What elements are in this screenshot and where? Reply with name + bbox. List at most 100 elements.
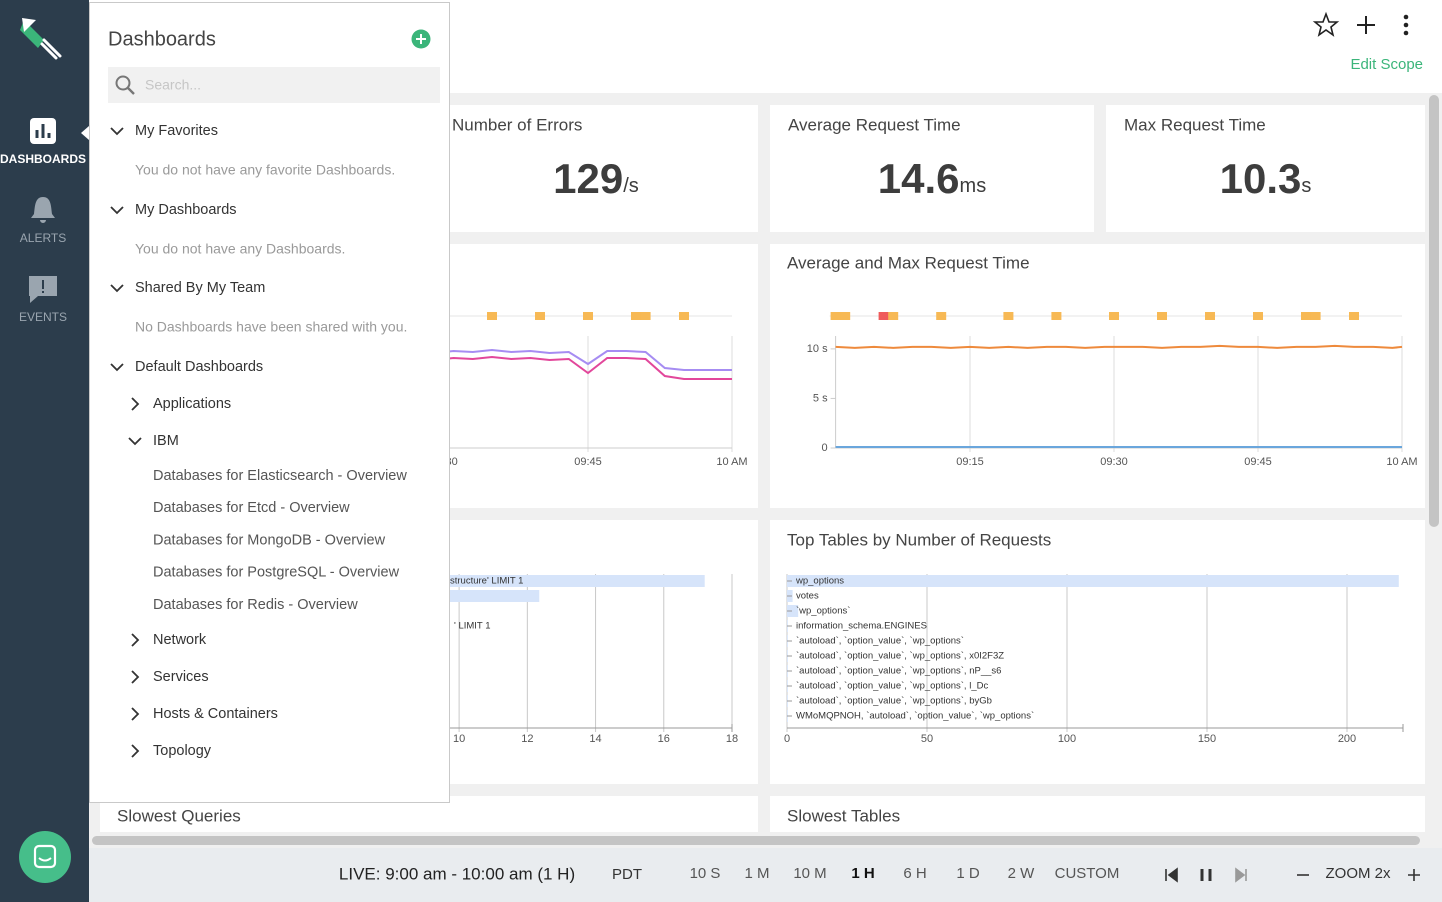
events-icon-mark bbox=[42, 280, 44, 293]
bar[interactable] bbox=[787, 575, 1399, 587]
dashboard-link[interactable]: Databases for PostgreSQL - Overview bbox=[153, 565, 400, 581]
chevron[interactable] bbox=[110, 363, 124, 372]
event-marker[interactable] bbox=[888, 312, 899, 320]
step-forward-button[interactable] bbox=[1235, 867, 1247, 883]
event-marker[interactable] bbox=[1310, 312, 1321, 320]
edit-scope-link[interactable]: Edit Scope bbox=[1350, 56, 1423, 73]
tree-item[interactable]: IBM bbox=[153, 433, 179, 449]
nav-item[interactable]: DASHBOARDS bbox=[0, 152, 86, 166]
event-marker[interactable] bbox=[1003, 312, 1014, 320]
tree-item[interactable]: Hosts & Containers bbox=[153, 706, 278, 722]
panel bbox=[770, 244, 1425, 508]
panel bbox=[434, 105, 758, 232]
nav-item[interactable]: EVENTS bbox=[19, 310, 67, 324]
category-label: `autoload`, `option_value`, `wp_options`… bbox=[796, 666, 1001, 677]
event-marker[interactable] bbox=[535, 312, 545, 320]
step-back-button[interactable] bbox=[1165, 867, 1178, 883]
stat-value: 10.3s bbox=[1220, 155, 1312, 202]
chevron[interactable] bbox=[110, 206, 124, 215]
x-tick-label: 10 AM bbox=[1386, 456, 1417, 468]
pause-button[interactable] bbox=[1200, 869, 1212, 881]
search-placeholder[interactable]: Search... bbox=[145, 77, 201, 93]
chat-button[interactable] bbox=[19, 831, 71, 883]
range-option[interactable]: 10 M bbox=[793, 865, 826, 882]
series-line bbox=[835, 344, 1403, 349]
add-button[interactable] bbox=[1357, 16, 1375, 34]
section-label[interactable]: Default Dashboards bbox=[135, 359, 263, 375]
chevron[interactable] bbox=[131, 397, 140, 411]
chevron[interactable] bbox=[128, 437, 142, 446]
x-tick-label: 0 bbox=[784, 733, 790, 745]
live-range: LIVE: 9:00 am - 10:00 am (1 H) bbox=[339, 864, 575, 883]
event-marker[interactable] bbox=[631, 312, 641, 320]
zoom-in-button[interactable] bbox=[1408, 869, 1420, 881]
search-box[interactable] bbox=[108, 67, 440, 103]
dashboard-link[interactable]: Databases for Redis - Overview bbox=[153, 597, 358, 613]
panel bbox=[1106, 105, 1425, 232]
vertical-scrollbar[interactable] bbox=[1429, 95, 1439, 527]
side-nav bbox=[0, 0, 89, 902]
x-tick-label: 09:15 bbox=[956, 456, 984, 468]
range-option[interactable]: 1 M bbox=[744, 865, 769, 882]
range-option[interactable]: 1 D bbox=[956, 865, 980, 882]
horizontal-scrollbar[interactable] bbox=[92, 836, 1420, 845]
event-marker[interactable] bbox=[840, 312, 851, 320]
stat-unit: ms bbox=[960, 175, 987, 197]
event-marker[interactable] bbox=[1253, 312, 1263, 320]
more-button[interactable] bbox=[1403, 14, 1409, 36]
empty-message: You do not have any favorite Dashboards. bbox=[135, 162, 395, 178]
section-label[interactable]: My Dashboards bbox=[135, 202, 237, 218]
event-marker[interactable] bbox=[936, 312, 947, 320]
event-marker[interactable] bbox=[487, 312, 497, 320]
range-option[interactable]: 6 H bbox=[903, 865, 926, 882]
dashboard-link[interactable]: Databases for MongoDB - Overview bbox=[153, 532, 386, 548]
timebar bbox=[89, 848, 1442, 902]
tree-item[interactable]: Network bbox=[153, 632, 207, 648]
chevron[interactable] bbox=[131, 670, 140, 684]
y-tick-label: 10 s bbox=[807, 343, 828, 355]
event-marker[interactable] bbox=[679, 312, 689, 320]
section-label[interactable]: Shared By My Team bbox=[135, 280, 265, 296]
section-label[interactable]: My Favorites bbox=[135, 123, 218, 139]
chevron[interactable] bbox=[110, 127, 124, 136]
category-label: WMoMQPNOH, `autoload`, `option_value`, `… bbox=[796, 711, 1034, 722]
range-option[interactable]: CUSTOM bbox=[1055, 865, 1120, 882]
stat-number: 14.6 bbox=[878, 155, 960, 202]
events-icon bbox=[29, 276, 57, 303]
chevron[interactable] bbox=[131, 707, 140, 721]
dashboard-link[interactable]: Databases for Elasticsearch - Overview bbox=[153, 468, 407, 484]
range-option[interactable]: 10 S bbox=[690, 865, 721, 882]
chevron[interactable] bbox=[110, 284, 124, 293]
x-tick-label: 09:45 bbox=[574, 456, 602, 468]
event-marker[interactable] bbox=[830, 312, 841, 320]
event-marker[interactable] bbox=[1157, 312, 1167, 320]
dashboard-link[interactable]: Databases for Etcd - Overview bbox=[153, 500, 350, 516]
tree-item[interactable]: Topology bbox=[153, 743, 212, 759]
range-option[interactable]: 1 H bbox=[851, 865, 874, 882]
event-marker[interactable] bbox=[640, 312, 651, 320]
event-marker[interactable] bbox=[1349, 312, 1359, 320]
chevron[interactable] bbox=[131, 744, 140, 758]
logo bbox=[20, 18, 62, 60]
favorite-button[interactable] bbox=[1312, 11, 1340, 37]
event-marker[interactable] bbox=[878, 312, 889, 320]
event-marker[interactable] bbox=[1205, 312, 1215, 320]
y-tick-label: 5 s bbox=[813, 392, 828, 404]
timezone[interactable]: PDT bbox=[612, 866, 642, 883]
x-tick-label: 10 bbox=[453, 733, 465, 745]
event-marker[interactable] bbox=[583, 312, 593, 320]
category-label: wp_options bbox=[795, 576, 844, 587]
event-marker[interactable] bbox=[1301, 312, 1311, 320]
event-marker[interactable] bbox=[1109, 312, 1119, 320]
add-dashboard-button[interactable] bbox=[411, 29, 431, 49]
bar[interactable] bbox=[787, 605, 799, 617]
category-label: ' LIMIT 1 bbox=[454, 621, 490, 632]
nav-item[interactable]: ALERTS bbox=[20, 231, 66, 245]
event-marker[interactable] bbox=[1051, 312, 1062, 320]
tree-item[interactable]: Applications bbox=[153, 396, 231, 412]
empty-message: You do not have any Dashboards. bbox=[135, 241, 345, 257]
alerts-icon bbox=[31, 197, 55, 223]
tree-item[interactable]: Services bbox=[153, 669, 209, 685]
chevron[interactable] bbox=[131, 633, 140, 647]
range-option[interactable]: 2 W bbox=[1008, 865, 1036, 882]
